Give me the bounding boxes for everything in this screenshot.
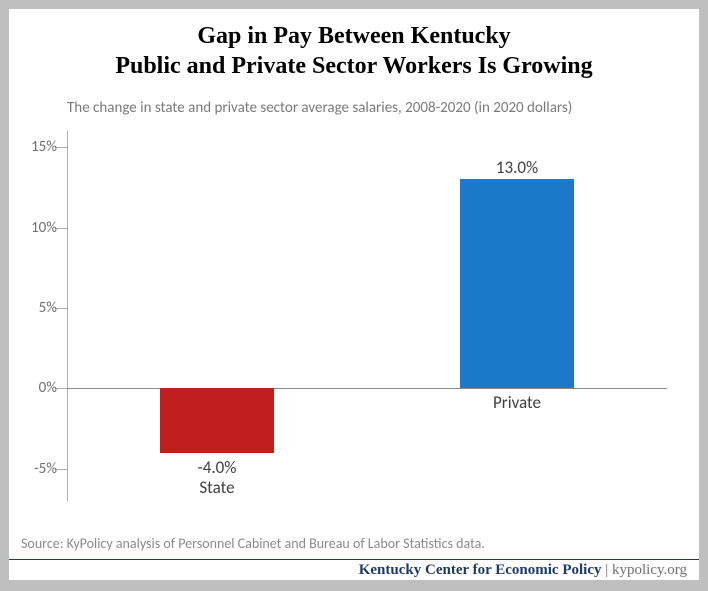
category-label: Private xyxy=(493,392,541,413)
footer-separator: | xyxy=(601,562,612,578)
title-line-1: Gap in Pay Between Kentucky xyxy=(29,21,679,51)
category-label: State xyxy=(199,477,234,498)
ytick-label: 0% xyxy=(9,379,57,397)
bar xyxy=(460,179,574,388)
plot-area: -5%0%5%10%15%-4.0%State13.0%Private xyxy=(67,131,667,501)
value-label: 13.0% xyxy=(496,157,538,178)
chart-card: Gap in Pay Between Kentucky Public and P… xyxy=(9,9,699,580)
y-axis xyxy=(67,131,68,501)
ytick-label: 5% xyxy=(9,299,57,317)
footer-org: Kentucky Center for Economic Policy xyxy=(359,562,602,578)
footer: Kentucky Center for Economic Policy | ky… xyxy=(359,562,687,579)
ytick-label: 15% xyxy=(9,138,57,156)
chart-subtitle: The change in state and private sector a… xyxy=(9,85,699,117)
ytick-label: -5% xyxy=(9,460,57,478)
chart-title: Gap in Pay Between Kentucky Public and P… xyxy=(9,9,699,85)
footer-rule xyxy=(9,559,699,560)
value-label: -4.0% xyxy=(198,457,237,478)
zero-line xyxy=(67,388,667,389)
title-line-2: Public and Private Sector Workers Is Gro… xyxy=(29,51,679,81)
source-text: Source: KyPolicy analysis of Personnel C… xyxy=(21,535,485,552)
bar xyxy=(160,388,274,452)
footer-url: kypolicy.org xyxy=(612,562,687,578)
ytick-label: 10% xyxy=(9,219,57,237)
